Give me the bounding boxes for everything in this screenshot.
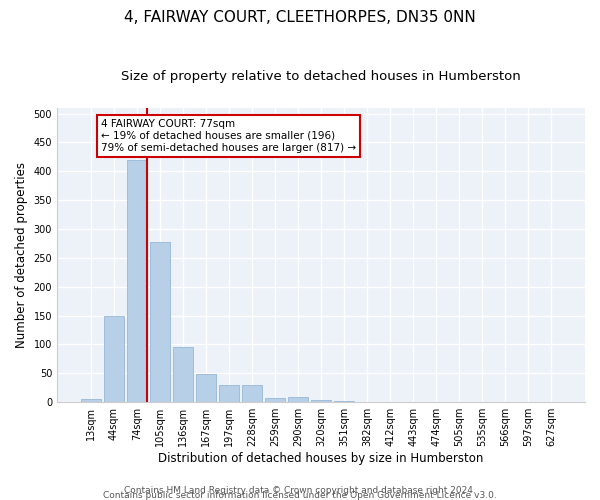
Bar [104,316,124,402]
Bar [311,400,331,402]
Bar [127,160,146,402]
Bar [242,386,262,402]
Bar [196,374,216,402]
X-axis label: Distribution of detached houses by size in Humberston: Distribution of detached houses by size … [158,452,484,465]
Text: Contains public sector information licensed under the Open Government Licence v3: Contains public sector information licen… [103,491,497,500]
Text: Contains HM Land Registry data © Crown copyright and database right 2024.: Contains HM Land Registry data © Crown c… [124,486,476,495]
Bar [81,400,101,402]
Bar [334,401,354,402]
Bar [265,398,285,402]
Bar [150,242,170,402]
Bar [288,397,308,402]
Title: Size of property relative to detached houses in Humberston: Size of property relative to detached ho… [121,70,521,83]
Bar [219,386,239,402]
Bar [173,348,193,402]
Text: 4 FAIRWAY COURT: 77sqm
← 19% of detached houses are smaller (196)
79% of semi-de: 4 FAIRWAY COURT: 77sqm ← 19% of detached… [101,120,356,152]
Text: 4, FAIRWAY COURT, CLEETHORPES, DN35 0NN: 4, FAIRWAY COURT, CLEETHORPES, DN35 0NN [124,10,476,25]
Y-axis label: Number of detached properties: Number of detached properties [15,162,28,348]
